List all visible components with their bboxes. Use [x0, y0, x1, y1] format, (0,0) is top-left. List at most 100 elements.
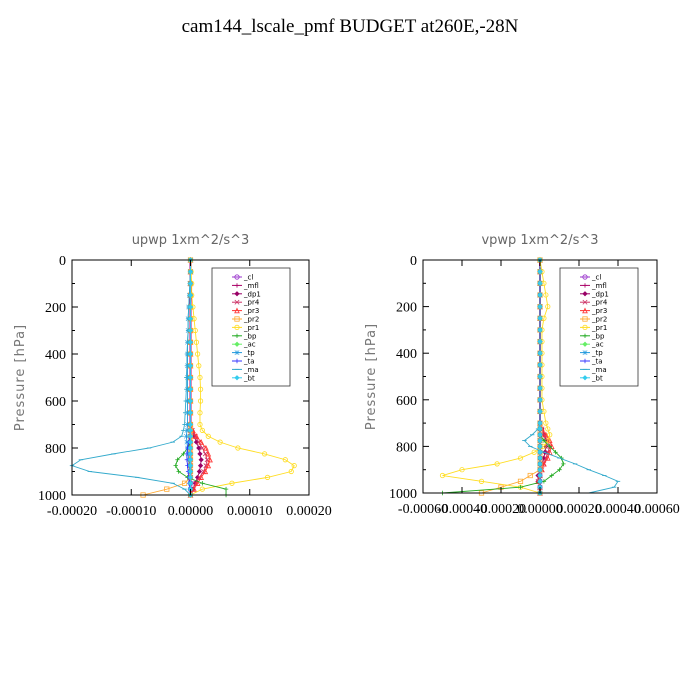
series-point-bt	[187, 386, 194, 392]
series-point-bp	[547, 444, 552, 449]
legend-label: _ta	[591, 358, 603, 366]
series-point-bt	[537, 327, 543, 333]
legend-item-ma: _ma	[580, 366, 607, 374]
y-tick-label: 800	[396, 440, 417, 455]
legend-item-mfl: _mfl	[580, 282, 607, 290]
series-point-bt	[537, 426, 543, 432]
legend-marker	[582, 291, 588, 297]
series-point-pr1	[235, 445, 241, 451]
series-point-bt	[187, 474, 194, 480]
y-tick-label: 200	[45, 301, 66, 316]
series-point-pr3	[198, 474, 205, 480]
series-point-bp	[557, 467, 562, 472]
y-tick-label: 800	[45, 442, 66, 457]
legend-marker	[582, 299, 588, 305]
series-point-bt	[537, 472, 543, 479]
x-tick-label: -0.00060	[398, 502, 448, 517]
legend-label: _ma	[591, 366, 607, 374]
series-point-pr3	[541, 460, 547, 467]
series-point-bp	[176, 469, 181, 474]
legend: _cl_mfl_dp1_pr4_pr3_pr2_pr1_bp_ac_tp_ta_…	[559, 267, 639, 387]
series-point-bt	[187, 421, 194, 428]
series-point-bt	[537, 397, 543, 403]
series-point-pr3	[544, 454, 551, 461]
series-point-pr3	[546, 437, 553, 444]
series-point-bt	[537, 443, 543, 450]
series-point-pr2	[164, 486, 170, 492]
figure-title: cam144_lscale_pmf BUDGET at260E,-28N	[181, 16, 519, 37]
series-point-bt	[187, 304, 194, 310]
x-tick-label: -0.00040	[437, 502, 487, 517]
series-point-bt	[187, 480, 194, 486]
x-tick-label: 0.00020	[556, 502, 602, 517]
series-point-pr1	[264, 474, 271, 480]
series-point-bt	[187, 339, 194, 345]
series-bt	[187, 257, 194, 498]
x-tick-label: 0.00000	[168, 504, 214, 519]
series-ma	[69, 259, 193, 496]
legend-label: _pr1	[243, 324, 259, 332]
series-point-pr1	[545, 303, 551, 310]
series-point-bt	[537, 385, 543, 391]
series-point-bt	[537, 373, 543, 380]
legend-box	[559, 267, 639, 387]
legend-label: _bt	[591, 374, 603, 382]
legend-marker	[234, 341, 240, 347]
legend-label: _mfl	[591, 282, 607, 290]
series-point-bt	[537, 467, 543, 473]
legend-marker	[582, 324, 588, 330]
series-point-pr1	[545, 426, 551, 432]
x-tick-label: -0.00010	[106, 504, 156, 519]
panel-title: vpwp 1xm^2/s^3	[481, 233, 598, 248]
legend-item-pr1: _pr1	[580, 324, 607, 332]
y-axis-label: Pressure [hPa]	[13, 324, 28, 431]
legend-label: _pr2	[243, 316, 259, 324]
series-point-pr1	[543, 420, 549, 426]
series-point-bt	[187, 280, 194, 287]
legend-label: _pr2	[591, 316, 607, 324]
series-point-pr3	[202, 468, 209, 475]
legend-marker	[234, 274, 240, 280]
legend-marker	[582, 350, 588, 356]
legend-item-dp1: _dp1	[580, 290, 609, 298]
series-point-pr1	[197, 421, 203, 428]
legend: _cl_mfl_dp1_pr4_pr3_pr2_pr1_bp_ac_tp_ta_…	[211, 267, 291, 387]
series-bt	[537, 257, 543, 496]
series-point-pr3	[193, 433, 200, 439]
legend-marker	[582, 316, 588, 322]
series-point-pr2	[517, 478, 524, 484]
series-point-pr1	[197, 386, 204, 392]
x-tick-label: 0.00000	[517, 502, 563, 517]
series-pr2	[478, 257, 543, 496]
legend-label: _pr3	[243, 307, 259, 315]
legend-item-bp: _bp	[232, 332, 257, 340]
series-point-pr3	[194, 480, 201, 486]
series-point-pr3	[207, 456, 213, 463]
series-point-pr1	[547, 432, 553, 438]
series-point-bt	[187, 439, 194, 445]
legend-marker	[234, 358, 240, 364]
series-point-bt	[537, 315, 543, 321]
series-point-bt	[187, 351, 194, 357]
series-point-pr1	[197, 398, 204, 404]
y-tick-label: 200	[396, 301, 417, 316]
y-tick-label: 1000	[389, 487, 417, 502]
series-point-bt	[187, 451, 194, 457]
series-line-pr2	[481, 260, 541, 494]
legend-item-ta: _ta	[232, 358, 255, 366]
series-point-bt	[537, 362, 543, 368]
series-point-bt	[537, 478, 543, 484]
legend-label: _dp1	[243, 290, 261, 298]
legend-item-mfl: _mfl	[232, 282, 259, 290]
x-tick-label: -0.00020	[476, 502, 526, 517]
vpwp-panel: vpwp 1xm^2/s^3 Pressure [hPa] 0 200 400 600 80…	[364, 233, 680, 517]
legend-label: _tp	[243, 349, 255, 357]
series-point-pr1	[196, 363, 202, 369]
legend-item-ta: _ta	[580, 358, 603, 366]
series-point-dp1	[196, 445, 202, 451]
legend-marker	[234, 307, 240, 314]
x-tick-label: 0.00020	[286, 504, 332, 519]
series-point-pr1	[478, 478, 485, 484]
series-line-pr2	[142, 260, 191, 496]
legend-label: _cl	[591, 274, 601, 282]
